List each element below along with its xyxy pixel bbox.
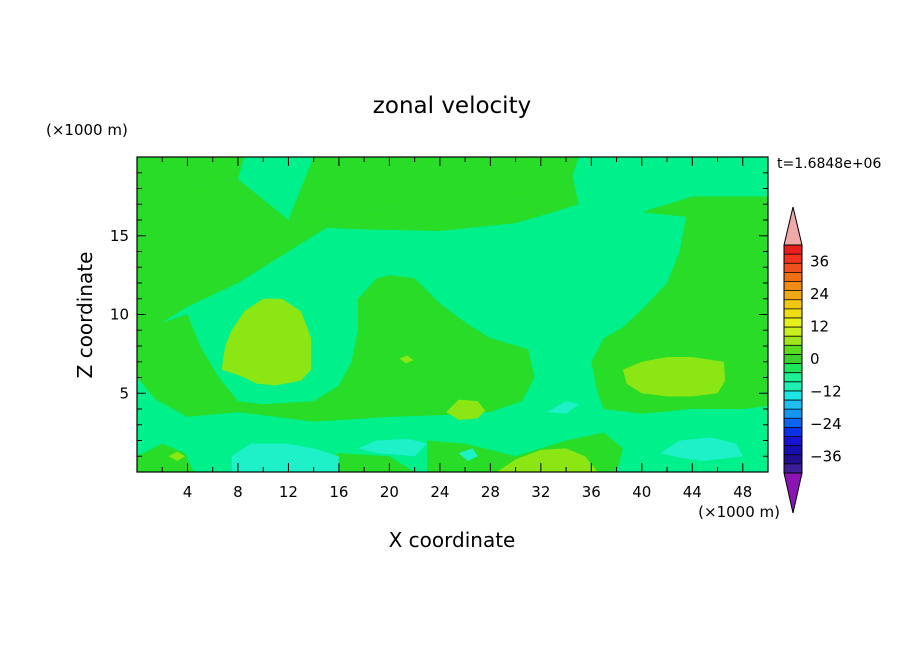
colorbar-swatch-2 [784, 445, 802, 455]
contour-region-0_3-3 [591, 196, 768, 414]
colorbar-swatch-11 [784, 363, 802, 373]
time-label: t=1.6848e+06 [777, 156, 881, 172]
colorbar-swatch-14 [784, 336, 802, 346]
x-tick-label-40: 40 [632, 483, 651, 501]
contour-region-m6_m3-15 [357, 438, 428, 457]
chart-title: zonal velocity [373, 93, 531, 119]
colorbar-swatch-4 [784, 427, 802, 437]
colorbar-swatch-6 [784, 409, 802, 419]
colorbar-swatch-7 [784, 400, 802, 410]
contour-region-0_3-0 [137, 157, 245, 205]
colorbar-swatch-12 [784, 354, 802, 364]
x-tick-label-28: 28 [481, 483, 500, 501]
colorbar-swatch-22 [784, 263, 802, 273]
colorbar-swatch-17 [784, 308, 802, 318]
y-axis-label: Z coordinate [73, 252, 97, 379]
x-tick-label-4: 4 [183, 483, 193, 501]
colorbar-swatch-10 [784, 372, 802, 382]
contour-region-3_6-8 [221, 298, 312, 386]
x-tick-label-48: 48 [733, 483, 752, 501]
contour-region-0_3-6 [137, 443, 194, 472]
x-tick-label-12: 12 [279, 483, 298, 501]
contour-region-0_3-2 [137, 175, 579, 346]
colorbar-tick-label-5: −24 [810, 415, 842, 433]
colorbar-swatch-15 [784, 327, 802, 337]
contour-region-3_6-13 [399, 355, 414, 364]
y-tick-label-15: 15 [110, 227, 129, 245]
colorbar-tick-label-6: −36 [810, 448, 842, 466]
colorbar-swatch-24 [784, 245, 802, 255]
colorbar-tick-label-2: 12 [810, 317, 829, 335]
colorbar-swatch-18 [784, 299, 802, 309]
contour-region-m6_m3-14 [231, 443, 339, 472]
contour-region-m6_m3-18 [547, 401, 579, 414]
colorbar-swatch-5 [784, 418, 802, 428]
colorbar-swatch-21 [784, 272, 802, 282]
colorbar-tick-label-0: 36 [810, 252, 829, 270]
x-tick-label-16: 16 [329, 483, 348, 501]
colorbar-swatch-0 [784, 463, 802, 473]
contour-region-m6_m3-17 [660, 437, 743, 461]
contour-region-3_6-9 [622, 357, 726, 397]
colorbar-swatch-16 [784, 317, 802, 328]
colorbar-tick-label-1: 24 [810, 285, 829, 303]
colorbar-swatch-9 [784, 381, 802, 391]
contour-region-0_3-1 [288, 157, 579, 220]
colorbar-tick-label-4: −12 [810, 383, 842, 401]
x-tick-label-44: 44 [683, 483, 702, 501]
x-tick-label-32: 32 [531, 483, 550, 501]
x-tick-label-20: 20 [380, 483, 399, 501]
y-unit-label: (×1000 m) [46, 121, 128, 139]
y-axis-ticks: 5 10 15 [110, 172, 768, 457]
y-tick-label-5: 5 [119, 384, 129, 402]
contour-region-3_6-12 [168, 451, 185, 461]
colorbar-swatch-23 [784, 254, 802, 264]
y-tick-label-10: 10 [110, 306, 129, 324]
colorbar-swatch-19 [784, 290, 802, 300]
x-tick-label-36: 36 [582, 483, 601, 501]
colorbar-swatch-1 [784, 454, 802, 464]
colorbar-swatch-20 [784, 281, 802, 291]
x-unit-label: (×1000 m) [698, 503, 780, 521]
contour-region-m6_m3-16 [458, 448, 478, 461]
x-tick-label-24: 24 [430, 483, 449, 501]
colorbar-tick-label-3: 0 [810, 350, 820, 368]
colorbar-swatch-8 [784, 390, 802, 401]
colorbar-under-triangle [783, 472, 803, 514]
contour-region-3_6-11 [496, 448, 598, 472]
x-axis-label: X coordinate [389, 528, 516, 552]
colorbar-swatch-3 [784, 436, 802, 446]
contour-region-3_6-10 [446, 399, 486, 420]
x-tick-label-8: 8 [233, 483, 243, 501]
colorbar-swatch-13 [784, 345, 802, 355]
contour-fills [137, 157, 768, 472]
contour-region-0_3-4 [137, 275, 535, 422]
colorbar: 36 24 12 0 −12 −24 −36 [783, 206, 842, 514]
x-axis-ticks: 4 8 12 16 20 24 28 32 36 40 44 48 [161, 157, 752, 501]
colorbar-over-triangle [783, 206, 803, 246]
